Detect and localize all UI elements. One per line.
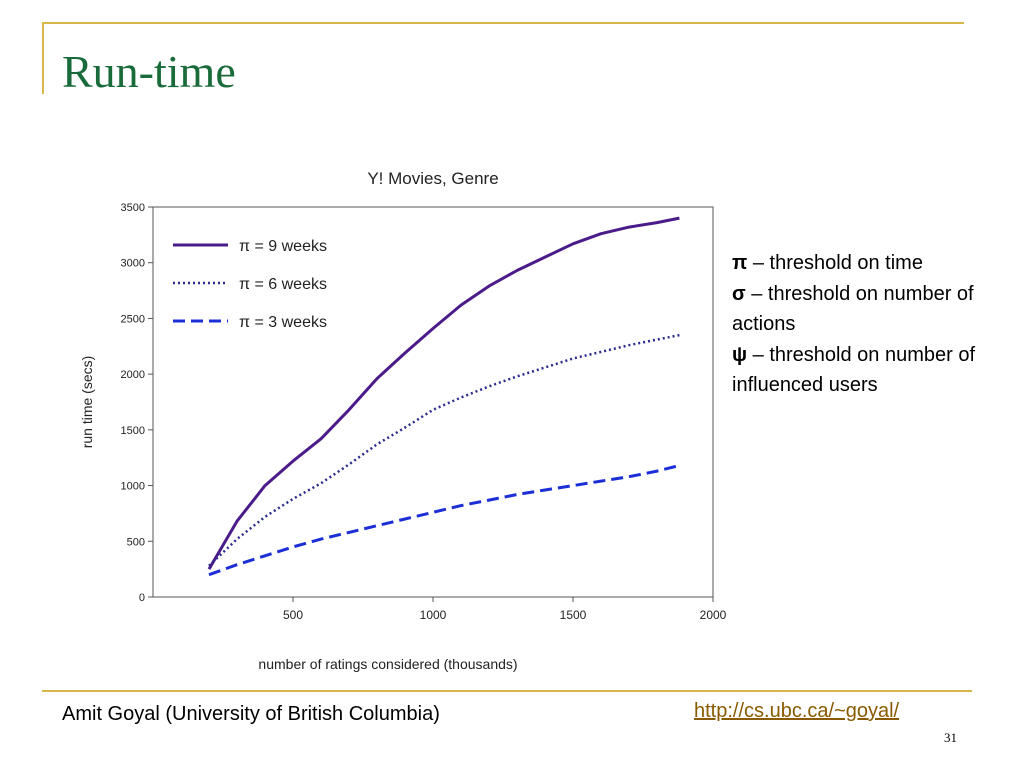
plot-frame	[152, 206, 714, 598]
note-sigma: σ – threshold on number of actions	[732, 279, 992, 340]
top-rule	[42, 22, 964, 24]
legend-label-3: π = 3 weeks	[239, 314, 327, 331]
y-tick-label: 0	[139, 592, 145, 604]
note-psi-symbol: ψ	[732, 343, 748, 366]
note-sigma-text: – threshold on number of actions	[732, 282, 974, 336]
y-axis-label: run time (secs)	[79, 356, 95, 449]
runtime-chart: Y! Movies, Genre 0 500 1000 1500 2000 2500 3000…	[79, 169, 727, 672]
x-axis-label: number of ratings considered (thousands)	[258, 656, 517, 672]
chart-title: Y! Movies, Genre	[367, 169, 498, 188]
bottom-rule	[42, 690, 972, 692]
note-pi-text: – threshold on time	[747, 252, 923, 274]
y-tick-label: 2000	[121, 369, 145, 381]
legend-label-2: π = 6 weeks	[239, 276, 327, 293]
y-tick-label: 3500	[121, 202, 145, 214]
note-psi-text: – threshold on number of influenced user…	[732, 343, 975, 397]
note-psi: ψ – threshold on number of influenced us…	[732, 340, 992, 401]
series-line-1	[207, 216, 680, 570]
y-tick-label: 2500	[121, 313, 145, 325]
y-tick-label: 1500	[121, 425, 145, 437]
note-pi: π – threshold on time	[732, 248, 992, 279]
footer-link[interactable]: http://cs.ubc.ca/~goyal/	[694, 700, 900, 722]
series-line-2	[208, 333, 680, 567]
threshold-notes: π – threshold on time σ – threshold on n…	[732, 248, 992, 401]
y-tick-label: 1000	[121, 481, 145, 493]
series-line-3	[208, 464, 680, 577]
x-tick-label: 1000	[420, 608, 447, 622]
y-tick-label: 3000	[121, 258, 145, 270]
slide-title: Run-time	[62, 46, 236, 97]
note-sigma-symbol: σ	[732, 282, 746, 305]
page-number: 31	[944, 730, 957, 745]
footer-author: Amit Goyal (University of British Columb…	[62, 703, 440, 725]
x-tick-label: 1500	[560, 608, 587, 622]
left-rule	[42, 22, 44, 94]
x-tick-label: 500	[283, 608, 303, 622]
legend-label-1: π = 9 weeks	[239, 238, 327, 255]
note-pi-symbol: π	[732, 252, 748, 274]
x-tick-label: 2000	[700, 608, 727, 622]
y-tick-label: 500	[127, 536, 145, 548]
